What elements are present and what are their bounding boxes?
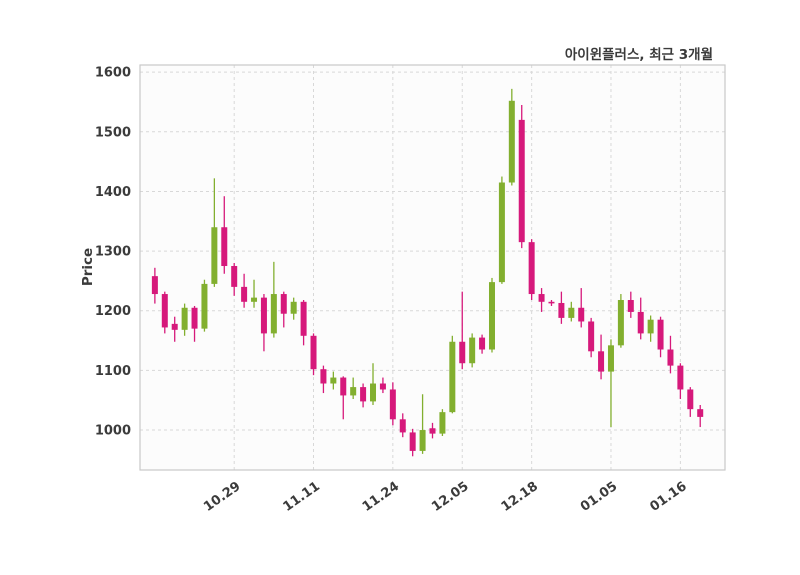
candle-body-down [538, 294, 545, 302]
candle-body-down [280, 294, 287, 314]
candle-body-up [647, 319, 654, 334]
candle-body-down [191, 307, 198, 329]
x-tick-labels: 10.29 11.11 11.24 12.05 12.18 01.05 01.16 [201, 479, 689, 515]
candle-body-down [687, 389, 694, 410]
candle-body-down [151, 276, 158, 295]
candle-body-down [578, 307, 585, 322]
candle-body-down [558, 302, 565, 318]
y-tick-label: 1600 [95, 66, 131, 81]
candle-body-up [617, 300, 624, 346]
candle-body-down [340, 377, 347, 396]
candle-body-up [508, 100, 515, 183]
candle-body-down [300, 301, 307, 336]
candle-body-down [260, 297, 267, 334]
x-tick-label: 11.24 [360, 479, 402, 515]
candle-body-down [479, 337, 486, 350]
y-tick-label: 1100 [95, 364, 131, 379]
candle-body-up [270, 294, 277, 334]
candle-body-down [231, 266, 238, 287]
candle-body-up [439, 412, 446, 434]
candle-body-up [498, 182, 505, 283]
candle-body-down [399, 419, 406, 433]
x-tick-label: 11.11 [281, 479, 323, 515]
candle-body-down [697, 409, 704, 417]
y-tick-label: 1400 [95, 185, 131, 200]
candle-body-down [627, 300, 634, 312]
x-tick-label: 12.18 [499, 479, 541, 515]
candle-body-down [657, 319, 664, 350]
y-tick-label: 1500 [95, 125, 131, 140]
candle-body-up [370, 383, 377, 402]
candle-body-up [568, 307, 575, 318]
candle-body-down [389, 389, 396, 420]
x-tick-label: 01.05 [578, 479, 620, 515]
plot-area [140, 65, 725, 470]
candle-body-down [379, 383, 386, 390]
candle-body-down [310, 335, 317, 370]
y-tick-label: 1000 [95, 424, 131, 439]
y-axis-label: Price [80, 247, 96, 287]
candle-body-down [360, 387, 367, 402]
candle-body-down [667, 349, 674, 366]
candle-body-up [251, 297, 258, 302]
candle-body-up [469, 337, 476, 364]
candle-body-up [181, 307, 188, 330]
x-tick-label: 10.29 [201, 479, 243, 515]
candle-body-down [320, 369, 327, 384]
candle-body-up [290, 301, 297, 314]
candle-body-down [241, 286, 248, 302]
candle-body-down [409, 432, 416, 451]
y-tick-labels: 1000 1100 1200 1300 1400 1500 1600 [95, 66, 131, 439]
candle-body-down [429, 428, 436, 434]
chart-title: 아이윈플러스, 최근 3개월 [564, 47, 713, 63]
candle-body-down [598, 351, 605, 372]
y-tick-label: 1300 [95, 245, 131, 260]
candle-body-up [330, 377, 337, 384]
candle-body-down [528, 242, 535, 295]
candle-body-up [350, 387, 357, 396]
candle-body-down [171, 323, 178, 330]
candle-body-down [459, 341, 466, 364]
candle-body-down [548, 301, 555, 304]
candle-body-down [677, 365, 684, 390]
candle-body-down [518, 119, 525, 243]
x-tick-label: 12.05 [429, 479, 471, 515]
candle-body-up [607, 345, 614, 372]
candle-body-down [221, 227, 228, 267]
candle-body-down [161, 294, 168, 328]
candles [151, 88, 704, 457]
candle-body-down [637, 311, 644, 334]
candle-body-up [201, 283, 208, 329]
candle-body-down [588, 321, 595, 352]
candle-body-up [419, 430, 426, 451]
candle-body-up [211, 227, 218, 284]
plot-border [139, 64, 726, 471]
candle-body-up [488, 282, 495, 350]
y-tick-label: 1200 [95, 304, 131, 319]
x-tick-label: 01.16 [647, 479, 689, 515]
candle-body-up [449, 341, 456, 413]
